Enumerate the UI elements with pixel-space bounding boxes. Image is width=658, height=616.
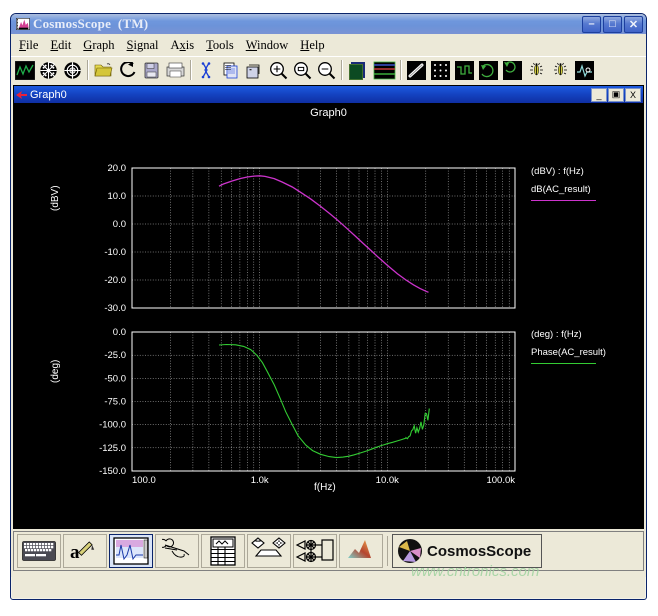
svg-text:-125.0: -125.0 xyxy=(99,443,126,454)
svg-text:-25.0: -25.0 xyxy=(104,350,126,361)
svg-text:20.0: 20.0 xyxy=(108,163,127,174)
svg-text:-150.0: -150.0 xyxy=(99,466,126,477)
svg-text:-100.0: -100.0 xyxy=(99,420,126,431)
svg-text:0.0: 0.0 xyxy=(113,219,126,230)
svg-text:-20.0: -20.0 xyxy=(104,275,126,286)
svg-text:10.0: 10.0 xyxy=(108,191,127,202)
svg-text:-50.0: -50.0 xyxy=(104,373,126,384)
svg-text:10.0k: 10.0k xyxy=(376,475,399,486)
svg-text:-75.0: -75.0 xyxy=(104,397,126,408)
svg-text:0.0: 0.0 xyxy=(113,327,126,338)
svg-text:-10.0: -10.0 xyxy=(104,247,126,258)
svg-text:-30.0: -30.0 xyxy=(104,303,126,314)
svg-text:100.0: 100.0 xyxy=(132,475,156,486)
svg-text:1.0k: 1.0k xyxy=(251,475,269,486)
svg-text:100.0k: 100.0k xyxy=(486,475,515,486)
